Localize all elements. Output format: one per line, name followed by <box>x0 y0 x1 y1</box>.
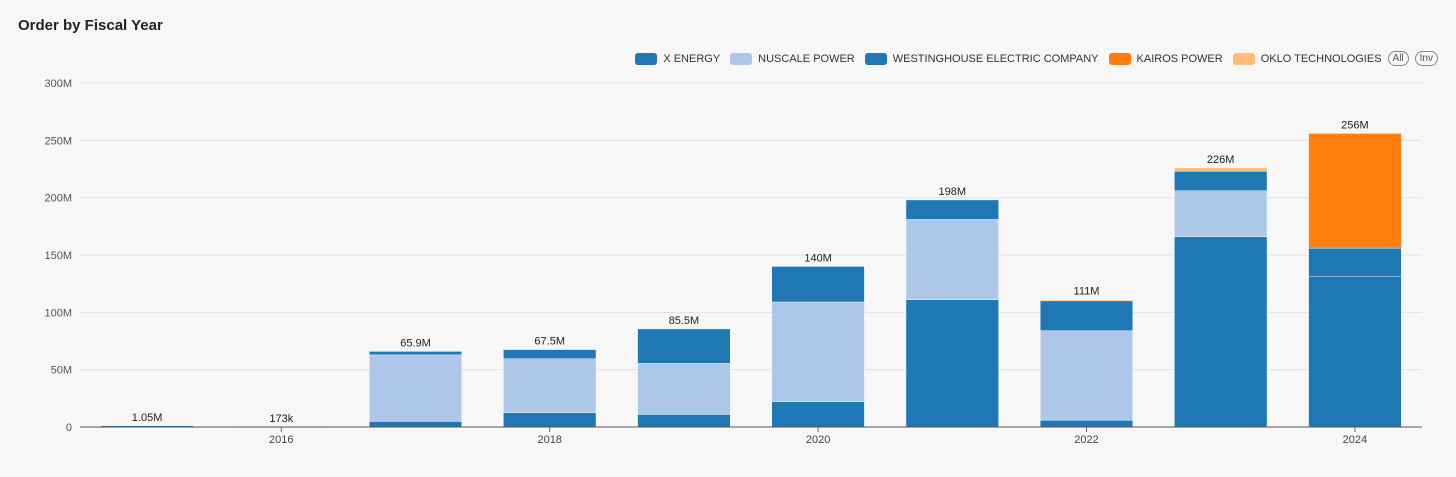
bar-segment <box>1174 190 1268 237</box>
legend-all-button[interactable]: All <box>1387 51 1409 66</box>
bar-total-label: 140M <box>804 252 832 264</box>
x-tick-label: 2018 <box>537 434 561 446</box>
bar-segment <box>1040 330 1133 421</box>
legend-swatch <box>730 52 753 65</box>
legend-label: X ENERGY <box>663 52 721 65</box>
bar-segment <box>1308 133 1402 249</box>
bar-segment <box>1174 171 1268 191</box>
legend-swatch <box>1232 52 1255 65</box>
legend-swatch <box>635 52 658 65</box>
legend-label: KAIROS POWER <box>1136 52 1223 65</box>
y-tick-label: 300M <box>44 78 72 90</box>
bar-segment <box>1174 167 1268 172</box>
x-tick-label: 2022 <box>1074 434 1098 446</box>
legend-label: NUSCALE POWER <box>758 52 855 65</box>
x-tick-label: 2020 <box>806 434 830 446</box>
bar-segment <box>905 299 999 428</box>
y-tick-label: 250M <box>44 135 72 147</box>
bar-segment <box>771 301 865 402</box>
bar-segment <box>1308 247 1402 277</box>
y-tick-label: 50M <box>51 365 72 377</box>
legend-label: WESTINGHOUSE ELECTRIC COMPANY <box>892 52 1099 65</box>
bar-total-label: 226M <box>1207 154 1235 166</box>
chart-title: Order by Fiscal Year <box>18 17 163 34</box>
legend-item-oklo-technologies[interactable]: OKLO TECHNOLOGIES <box>1232 52 1382 65</box>
bar-segment <box>1040 300 1133 331</box>
bar-segment <box>503 349 597 359</box>
bar-total-label: 85.5M <box>669 315 700 327</box>
bar-segment <box>771 401 865 428</box>
bar-segment <box>905 199 999 220</box>
bar-segment <box>637 414 731 428</box>
legend-invert-button[interactable]: Inv <box>1414 51 1438 66</box>
bar-segment <box>503 358 597 413</box>
bar-segment <box>369 421 462 428</box>
y-tick-label: 150M <box>44 250 72 262</box>
x-tick-label: 2024 <box>1343 434 1367 446</box>
bar-total-label: 67.5M <box>534 336 565 348</box>
legend-swatch <box>864 52 887 65</box>
legend-item-westinghouse[interactable]: WESTINGHOUSE ELECTRIC COMPANY <box>864 52 1099 65</box>
bar-total-label: 198M <box>939 186 967 198</box>
y-tick-label: 0 <box>66 422 72 434</box>
bar-total-label: 65.9M <box>400 337 431 349</box>
bar-segment <box>905 219 999 300</box>
legend: X ENERGY NUSCALE POWER WESTINGHOUSE ELEC… <box>625 51 1438 66</box>
bar-segment <box>771 266 865 303</box>
bar-segment <box>637 363 731 415</box>
bar-segment <box>369 351 462 356</box>
bar-segment <box>503 412 597 428</box>
bar-total-label: 1.05M <box>132 412 163 424</box>
bar-total-label: 256M <box>1341 119 1369 131</box>
legend-swatch <box>1108 52 1131 65</box>
legend-label: OKLO TECHNOLOGIES <box>1260 52 1382 65</box>
bar-segment <box>1040 419 1133 428</box>
legend-item-x-energy[interactable]: X ENERGY <box>635 52 721 65</box>
bar-segment <box>1174 236 1268 428</box>
y-tick-label: 200M <box>44 193 72 205</box>
bar-segment <box>1040 299 1133 302</box>
legend-item-nuscale-power[interactable]: NUSCALE POWER <box>730 52 855 65</box>
x-tick-label: 2016 <box>269 434 293 446</box>
legend-item-kairos-power[interactable]: KAIROS POWER <box>1108 52 1223 65</box>
bar-total-label: 111M <box>1074 286 1100 298</box>
bar-total-label: 173k <box>269 413 293 425</box>
bar-segment <box>1308 276 1402 428</box>
bar-segment <box>369 354 462 422</box>
y-tick-label: 100M <box>44 307 72 319</box>
bar-segment <box>637 328 731 364</box>
